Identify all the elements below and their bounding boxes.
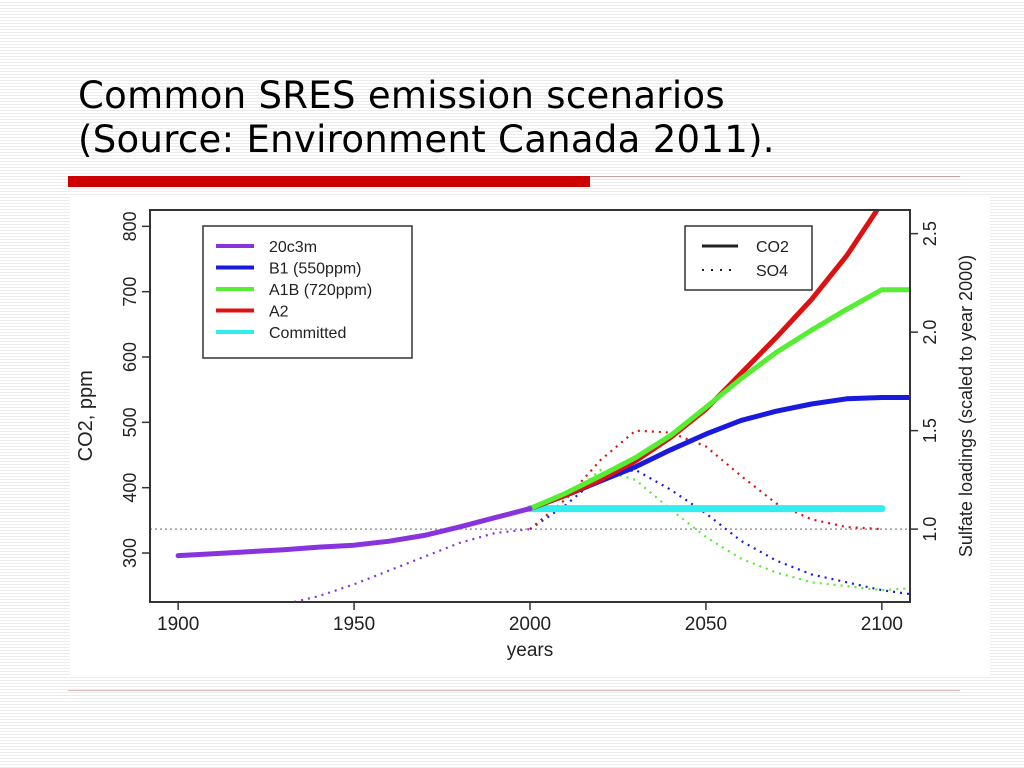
x-tick-label-2050: 2050 bbox=[685, 614, 727, 635]
slide-title-line-1: Common SRES emission scenarios bbox=[78, 74, 725, 117]
footer-divider-line bbox=[68, 690, 960, 691]
y-right-tick-label-2.0: 2.0 bbox=[920, 320, 940, 345]
y-right-tick-label-1.0: 1.0 bbox=[920, 517, 940, 542]
linetype-legend-box bbox=[684, 225, 813, 291]
legend-label-b1-550ppm: B1 (550ppm) bbox=[269, 261, 362, 278]
x-axis-label: years bbox=[507, 640, 553, 661]
so4-line-a2 bbox=[529, 429, 882, 531]
co2-line-20c3m bbox=[175, 506, 533, 559]
linetype-label-so4: SO4 bbox=[756, 263, 788, 280]
plot-area bbox=[150, 210, 910, 602]
so4-line-a1b-720ppm bbox=[529, 468, 910, 592]
y-right-tick-label-1.5: 1.5 bbox=[920, 418, 940, 443]
so4-line-b1-550ppm bbox=[529, 468, 910, 596]
x-tick-label-2000: 2000 bbox=[509, 614, 551, 635]
so4-line-20c3m bbox=[294, 528, 531, 602]
legend-label-a1b-720ppm: A1B (720ppm) bbox=[269, 282, 372, 299]
title-accent-bar bbox=[68, 176, 590, 187]
x-tick-label-2100: 2100 bbox=[861, 614, 903, 635]
co2-line-a1b-720ppm bbox=[527, 287, 910, 512]
emission-scenarios-figure: 1900 1950 2000 2050 2100 years 300 400 500 600 700… bbox=[70, 196, 990, 676]
y-left-tick-label-700: 700 bbox=[120, 277, 140, 307]
legend-label-a2: A2 bbox=[269, 304, 289, 321]
x-tick-label-1900: 1900 bbox=[157, 614, 199, 635]
emission-scenarios-chart: 1900 1950 2000 2050 2100 years 300 400 500 600 700… bbox=[75, 209, 976, 661]
slide-title-line-2: (Source: Environment Canada 2011). bbox=[78, 118, 775, 161]
scenario-legend: 20c3m B1 (550ppm) A1B (720ppm) A2 Committed bbox=[202, 225, 413, 359]
y-right-tick-label-2.5: 2.5 bbox=[920, 221, 940, 246]
legend-label-20c3m: 20c3m bbox=[269, 239, 317, 256]
title-divider-line bbox=[590, 176, 960, 177]
y-left-tick-label-600: 600 bbox=[120, 342, 140, 372]
legend-label-committed: Committed bbox=[269, 325, 346, 342]
slide-title: Common SRES emission scenarios (Source: … bbox=[78, 74, 978, 162]
x-tick-label-1950: 1950 bbox=[333, 614, 375, 635]
co2-line-b1-550ppm bbox=[527, 395, 910, 512]
y-left-tick-label-500: 500 bbox=[120, 407, 140, 437]
y-left-axis-label: CO2, ppm bbox=[75, 370, 97, 461]
y-left-tick-label-800: 800 bbox=[120, 211, 140, 241]
y-left-tick-label-300: 300 bbox=[120, 538, 140, 568]
y-right-axis-label: Sulfate loadings (scaled to year 2000) bbox=[956, 255, 976, 557]
linetype-label-co2: CO2 bbox=[756, 239, 789, 256]
y-left-tick-label-400: 400 bbox=[120, 473, 140, 503]
